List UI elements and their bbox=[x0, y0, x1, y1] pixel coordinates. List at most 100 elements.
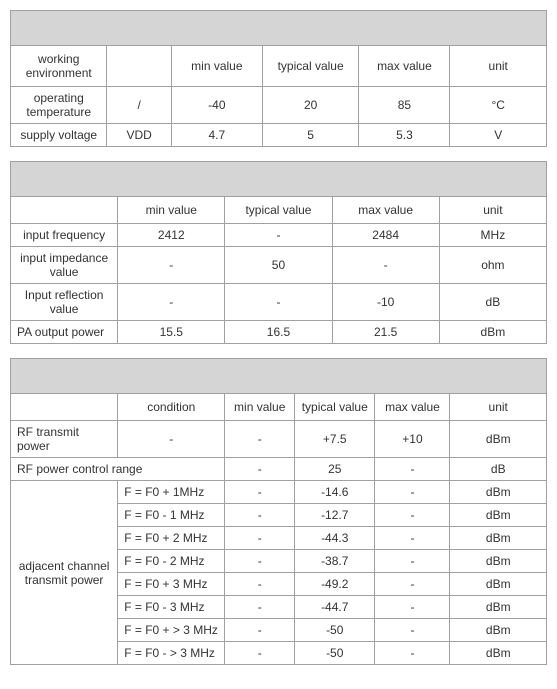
cell: +10 bbox=[375, 421, 450, 458]
cell: ohm bbox=[439, 247, 546, 284]
cell: input frequency bbox=[11, 224, 118, 247]
table-row: input frequency 2412 - 2484 MHz bbox=[11, 224, 547, 247]
cell: 50 bbox=[225, 247, 332, 284]
cell: RF transmit power bbox=[11, 421, 118, 458]
header-band bbox=[11, 162, 547, 197]
cell: -38.7 bbox=[295, 550, 375, 573]
column-headers: min value typical value max value unit bbox=[11, 197, 547, 224]
cell: - bbox=[225, 224, 332, 247]
cell: dBm bbox=[450, 596, 547, 619]
cell: dBm bbox=[450, 527, 547, 550]
col-typical: typical value bbox=[262, 46, 358, 87]
table-row: PA output power 15.5 16.5 21.5 dBm bbox=[11, 321, 547, 344]
cell: - bbox=[375, 550, 450, 573]
cell: dBm bbox=[450, 504, 547, 527]
cell: input impedance value bbox=[11, 247, 118, 284]
cell: - bbox=[375, 481, 450, 504]
cell: - bbox=[118, 247, 225, 284]
cell: dBm bbox=[450, 573, 547, 596]
cell: - bbox=[225, 596, 295, 619]
cell: 25 bbox=[295, 458, 375, 481]
cell: - bbox=[375, 573, 450, 596]
col-min: min value bbox=[225, 394, 295, 421]
cell: F = F0 + > 3 MHz bbox=[118, 619, 225, 642]
cell: 5.3 bbox=[359, 124, 450, 147]
cell: / bbox=[107, 87, 171, 124]
cell: dBm bbox=[450, 642, 547, 665]
table-row: RF power control range - 25 - dB bbox=[11, 458, 547, 481]
cell: - bbox=[375, 642, 450, 665]
cell: 2484 bbox=[332, 224, 439, 247]
cell: -12.7 bbox=[295, 504, 375, 527]
cell: 5 bbox=[262, 124, 358, 147]
cell: - bbox=[225, 458, 295, 481]
cell: - bbox=[118, 284, 225, 321]
table-row: adjacent channel transmit power F = F0 +… bbox=[11, 481, 547, 504]
col-unit: unit bbox=[439, 197, 546, 224]
table-row: RF transmit power - - +7.5 +10 dBm bbox=[11, 421, 547, 458]
cell: Input reflection value bbox=[11, 284, 118, 321]
cell: F = F0 - > 3 MHz bbox=[118, 642, 225, 665]
col-min: min value bbox=[118, 197, 225, 224]
cell: dBm bbox=[450, 481, 547, 504]
cell: 4.7 bbox=[171, 124, 262, 147]
cell: F = F0 - 3 MHz bbox=[118, 596, 225, 619]
cell: - bbox=[225, 504, 295, 527]
cell: - bbox=[225, 527, 295, 550]
col-min: min value bbox=[171, 46, 262, 87]
cell: supply voltage bbox=[11, 124, 107, 147]
cell: 20 bbox=[262, 87, 358, 124]
cell: - bbox=[375, 596, 450, 619]
cell: dB bbox=[450, 458, 547, 481]
working-environment-table: working environment min value typical va… bbox=[10, 10, 547, 147]
table-row: input impedance value - 50 - ohm bbox=[11, 247, 547, 284]
cell: - bbox=[375, 504, 450, 527]
cell: RF power control range bbox=[11, 458, 225, 481]
col-blank bbox=[11, 197, 118, 224]
cell: dBm bbox=[439, 321, 546, 344]
cell: VDD bbox=[107, 124, 171, 147]
cell: -44.7 bbox=[295, 596, 375, 619]
cell: - bbox=[225, 481, 295, 504]
cell: F = F0 + 2 MHz bbox=[118, 527, 225, 550]
cell: - bbox=[225, 421, 295, 458]
cell: V bbox=[450, 124, 547, 147]
col-max: max value bbox=[332, 197, 439, 224]
cell: - bbox=[225, 284, 332, 321]
col-unit: unit bbox=[450, 46, 547, 87]
col-blank bbox=[107, 46, 171, 87]
col-typical: typical value bbox=[225, 197, 332, 224]
table-row: operating temperature / -40 20 85 °C bbox=[11, 87, 547, 124]
cell: - bbox=[332, 247, 439, 284]
cell: -10 bbox=[332, 284, 439, 321]
cell: F = F0 + 1MHz bbox=[118, 481, 225, 504]
rf-transmit-table: condition min value typical value max va… bbox=[10, 358, 547, 665]
col-unit: unit bbox=[450, 394, 547, 421]
cell: - bbox=[225, 573, 295, 596]
cell: - bbox=[375, 527, 450, 550]
col-blank bbox=[11, 394, 118, 421]
cell: dBm bbox=[450, 550, 547, 573]
cell: - bbox=[225, 550, 295, 573]
cell: °C bbox=[450, 87, 547, 124]
cell: MHz bbox=[439, 224, 546, 247]
cell: -50 bbox=[295, 619, 375, 642]
cell: F = F0 - 1 MHz bbox=[118, 504, 225, 527]
table-row: Input reflection value - - -10 dB bbox=[11, 284, 547, 321]
column-headers: working environment min value typical va… bbox=[11, 46, 547, 87]
cell: - bbox=[225, 619, 295, 642]
col-working-env: working environment bbox=[11, 46, 107, 87]
header-band bbox=[11, 359, 547, 394]
cell: - bbox=[375, 458, 450, 481]
cell: dB bbox=[439, 284, 546, 321]
adjacent-channel-label: adjacent channel transmit power bbox=[11, 481, 118, 665]
cell: 15.5 bbox=[118, 321, 225, 344]
header-band bbox=[11, 11, 547, 46]
col-typical: typical value bbox=[295, 394, 375, 421]
table-row: supply voltage VDD 4.7 5 5.3 V bbox=[11, 124, 547, 147]
cell: dBm bbox=[450, 619, 547, 642]
cell: - bbox=[375, 619, 450, 642]
cell: -40 bbox=[171, 87, 262, 124]
cell: 16.5 bbox=[225, 321, 332, 344]
cell: -14.6 bbox=[295, 481, 375, 504]
